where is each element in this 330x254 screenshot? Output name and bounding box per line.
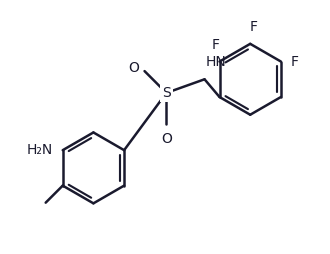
Text: F: F: [290, 55, 298, 69]
Text: F: F: [249, 20, 258, 34]
Text: F: F: [212, 38, 220, 52]
Text: O: O: [161, 132, 172, 146]
Text: H₂N: H₂N: [27, 143, 53, 157]
Text: HN: HN: [206, 55, 227, 69]
Text: O: O: [128, 61, 139, 75]
Text: S: S: [162, 86, 171, 100]
